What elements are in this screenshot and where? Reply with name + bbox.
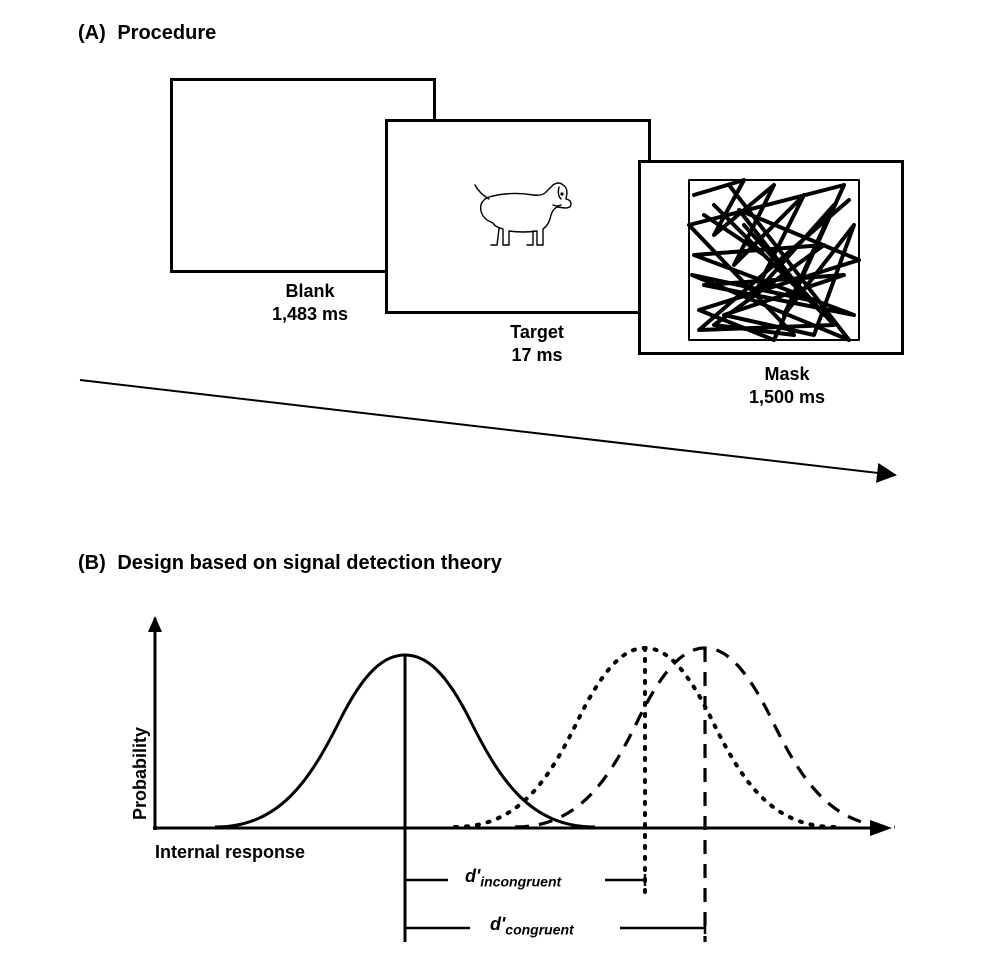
dprime-incongruent-label: d'incongruent [465,866,561,890]
frame-mask [638,160,904,355]
frame-blank-caption-line2: 1,483 ms [255,303,365,326]
panel-b-title: Design based on signal detection theory [117,552,502,574]
dprime-congruent-label: d'congruent [490,914,574,938]
dprime-incongruent-symbol: d' [465,866,480,886]
dprime-congruent-sub: congruent [505,922,573,938]
panel-a-label-text: (A) [78,22,106,44]
frame-target-caption: Target 17 ms [492,321,582,368]
panel-a-title: Procedure [117,22,216,44]
dprime-congruent-symbol: d' [490,914,505,934]
frame-mask-caption-line2: 1,500 ms [732,386,842,409]
panel-b-label-text: (B) [78,552,106,574]
frame-mask-caption-line1: Mask [732,363,842,386]
mask-scribble-icon [684,175,864,345]
x-axis-label: Internal response [155,842,305,863]
dprime-incongruent-sub: incongruent [480,874,561,890]
frame-target-caption-line2: 17 ms [492,344,582,367]
frame-target [385,119,651,314]
panel-b-label: (B) Design based on signal detection the… [78,552,502,575]
panel-a-label: (A) Procedure [78,22,216,45]
frame-target-caption-line1: Target [492,321,582,344]
y-axis-label: Probability [130,727,151,820]
frame-blank-caption-line1: Blank [255,280,365,303]
dog-icon [463,167,583,257]
frame-mask-caption: Mask 1,500 ms [732,363,842,410]
frame-blank-caption: Blank 1,483 ms [255,280,365,327]
